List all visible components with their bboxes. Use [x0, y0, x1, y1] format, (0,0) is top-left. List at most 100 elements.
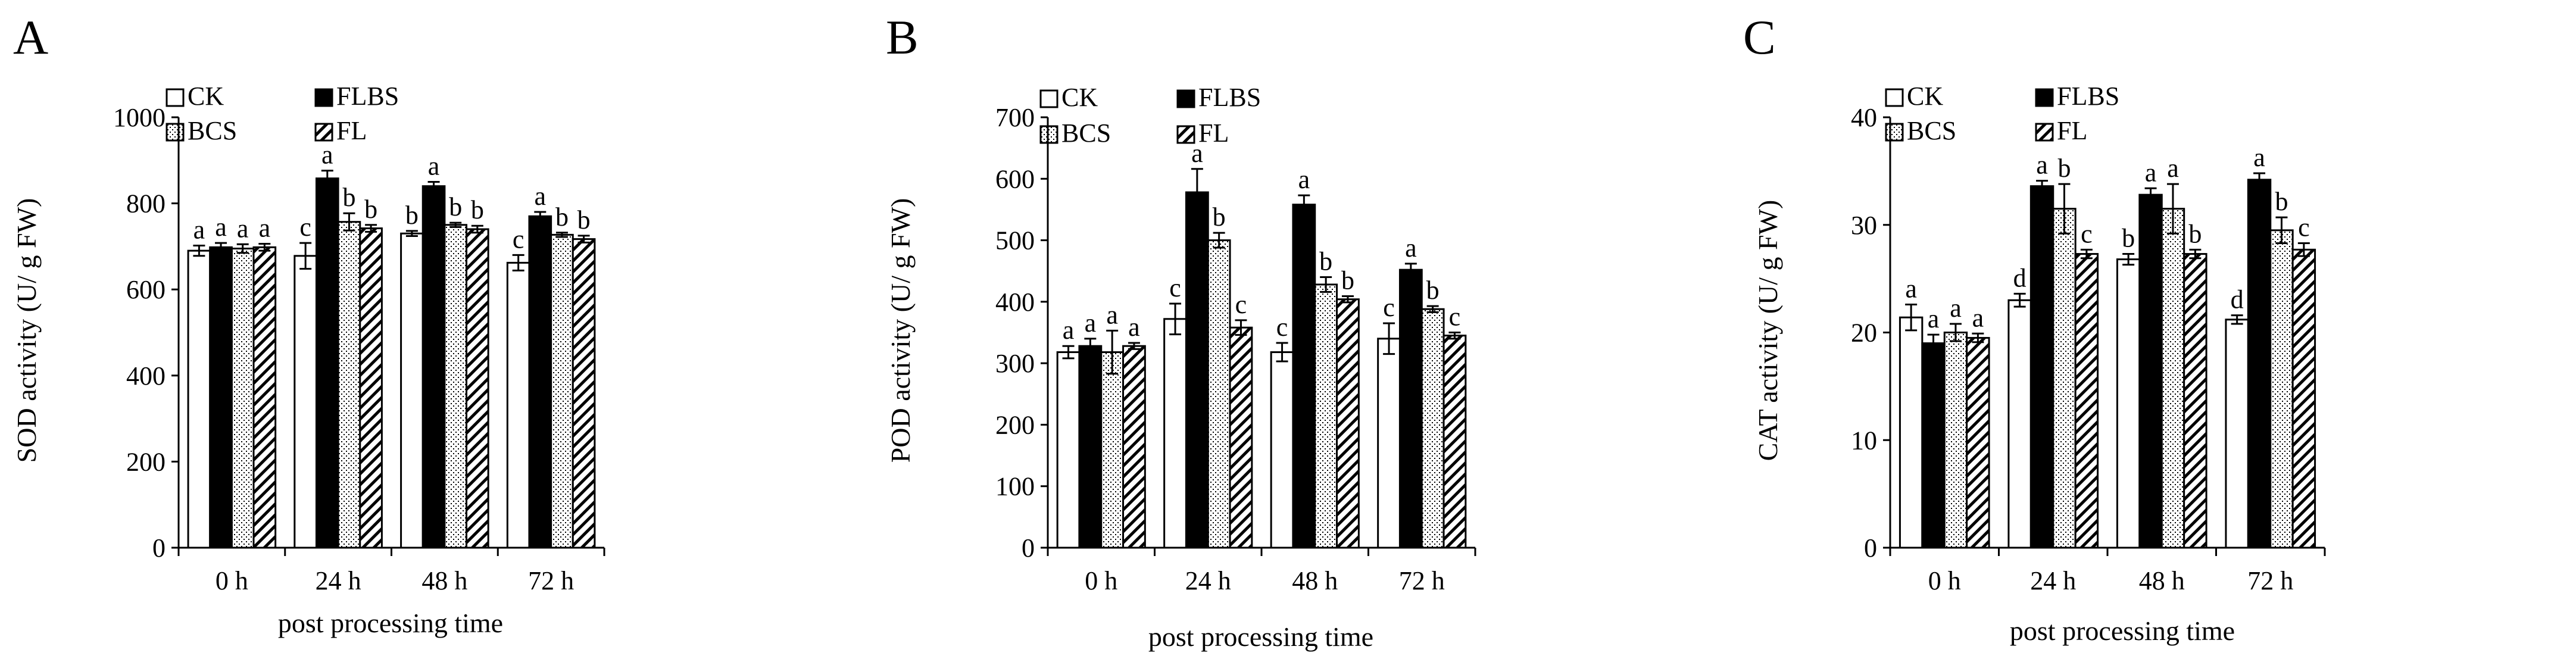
bar-bcs [1100, 351, 1125, 549]
bar-ck [1163, 318, 1187, 549]
x-tick-label: 48 h [421, 566, 467, 595]
significance-letter: a [2253, 143, 2265, 172]
significance-letter: a [2036, 151, 2048, 180]
bar-bcs [1943, 332, 1968, 549]
bar-ck [293, 255, 317, 549]
bar-flbs [209, 246, 233, 549]
bar-fl [1229, 326, 1253, 549]
bar-bcs [1314, 283, 1338, 549]
bar-flbs [1921, 342, 1946, 549]
bar-flbs [2138, 193, 2163, 549]
legend-swatch-fl [2035, 123, 2054, 142]
legend-label-flbs: FLBS [336, 82, 399, 111]
legend-swatch-bcs [166, 123, 185, 142]
legend-swatch-fl [1176, 125, 1195, 144]
bar-bcs [337, 221, 361, 549]
significance-letter: b [1213, 202, 1226, 232]
bar-fl [1442, 335, 1467, 549]
significance-letter: a [535, 182, 547, 211]
y-axis-label: POD activity (U/ g FW) [885, 198, 916, 463]
legend-swatch-flbs [1176, 89, 1195, 108]
panel-c: C CAT activity (U/ g FW) post processing… [1743, 10, 2326, 646]
legend-swatch-flbs [2035, 88, 2054, 107]
bar-bcs [2269, 229, 2294, 549]
legend-swatch-flbs [314, 88, 333, 107]
y-tick-label: 10 [1851, 426, 1877, 455]
panel-label: B [886, 10, 919, 64]
significance-letter: a [215, 213, 227, 242]
y-tick-label: 600 [995, 164, 1035, 193]
significance-letter: b [2057, 154, 2071, 183]
y-axis-label: SOD activity (U/ g FW) [11, 198, 42, 463]
y-tick-label: 400 [126, 361, 166, 391]
significance-letter: b [1341, 266, 1354, 295]
bar-fl [359, 227, 383, 549]
significance-letter: a [237, 214, 249, 243]
significance-letter: a [428, 151, 440, 180]
x-tick-label: 24 h [1185, 566, 1231, 595]
significance-letter: a [1905, 274, 1917, 304]
y-tick-label: 1000 [113, 103, 166, 132]
significance-letter: c [299, 213, 311, 242]
legend-swatch-ck [1039, 89, 1058, 108]
y-tick-label: 400 [995, 288, 1035, 317]
significance-letter: b [2122, 224, 2135, 253]
significance-letter: a [321, 140, 333, 170]
significance-letter: a [193, 215, 205, 244]
bar-fl [2183, 253, 2207, 549]
significance-letter: b [1426, 276, 1440, 305]
y-tick-label: 30 [1851, 211, 1877, 240]
significance-letter: a [1085, 308, 1097, 338]
bar-ck [1377, 338, 1401, 549]
y-tick-label: 300 [995, 349, 1035, 378]
significance-letter: a [1972, 303, 1984, 332]
panel-a: A SOD activity (U/ g FW) post processing… [11, 10, 605, 638]
y-tick-label: 40 [1851, 103, 1877, 132]
y-tick-label: 200 [126, 447, 166, 476]
bar-flbs [1185, 191, 1209, 549]
significance-letter: b [449, 192, 462, 221]
significance-letter: b [577, 205, 591, 235]
significance-letter: b [471, 195, 484, 224]
bar-bcs [1420, 308, 1445, 549]
bar-fl [1966, 337, 1990, 549]
y-tick-label: 20 [1851, 318, 1877, 348]
panel-b: B POD activity (U/ g FW) post processing… [885, 10, 1476, 652]
significance-letter: a [1298, 165, 1310, 194]
x-tick-label: 48 h [2139, 566, 2185, 595]
bar-fl [2074, 253, 2099, 549]
significance-letter: a [1950, 293, 1962, 323]
bar-bcs [2052, 208, 2077, 549]
significance-letter: a [2167, 154, 2179, 183]
legend-label-fl: FL [1198, 118, 1229, 148]
significance-letter: c [1235, 290, 1247, 319]
bar-ck [2225, 318, 2249, 549]
legend-swatch-ck [166, 88, 185, 107]
bar-bcs [2160, 208, 2185, 549]
y-tick-label: 100 [995, 472, 1035, 501]
x-tick-label: 72 h [1399, 566, 1445, 595]
y-tick-label: 0 [152, 533, 166, 563]
legend-label-fl: FL [336, 116, 367, 145]
legend-label-ck: CK [1061, 83, 1098, 112]
x-tick-label: 72 h [528, 566, 574, 595]
bar-flbs [2247, 179, 2272, 549]
y-tick-label: 500 [995, 226, 1035, 255]
significance-letter: b [405, 201, 419, 230]
bar-fl [572, 238, 596, 549]
significance-letter: a [1191, 139, 1203, 168]
bar-fl [2291, 248, 2316, 549]
significance-letter: c [1383, 293, 1395, 322]
significance-letter: c [513, 224, 524, 254]
significance-letter: a [1063, 316, 1075, 345]
legend: CK FLBS BCS FL [1885, 82, 2119, 145]
legend-swatch-fl [314, 123, 333, 142]
significance-letter: b [342, 183, 355, 212]
bar-bcs [550, 233, 574, 549]
bar-ck [1056, 351, 1081, 549]
bar-ck [2116, 258, 2141, 549]
